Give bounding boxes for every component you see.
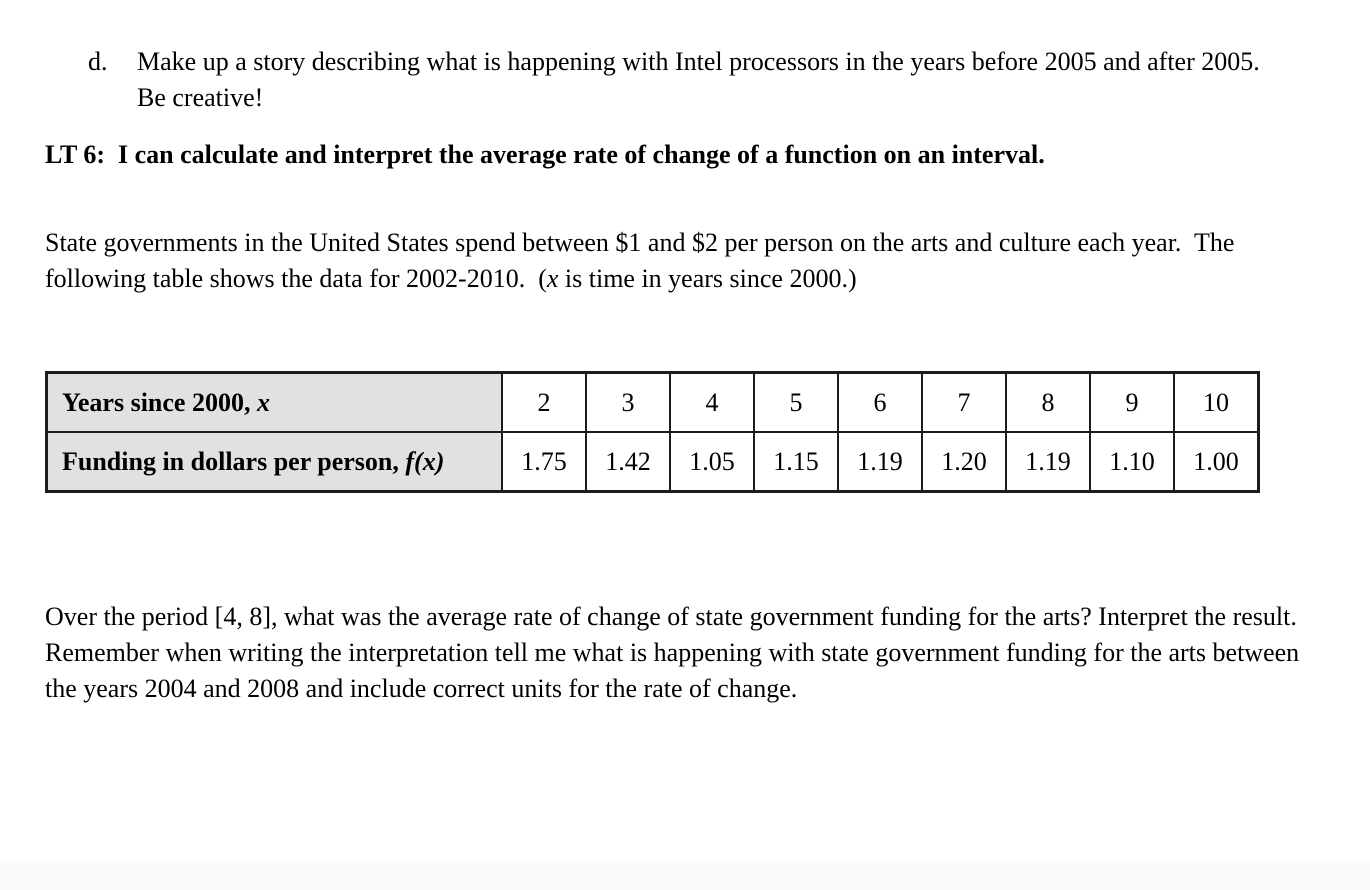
table-cell: 7 bbox=[921, 371, 1007, 433]
funding-table: Years since 2000, x 2 3 4 5 6 7 8 9 10 F… bbox=[45, 371, 1260, 493]
table-cell: 1.20 bbox=[921, 431, 1007, 493]
row-header-years-text: Years since 2000, bbox=[62, 387, 257, 417]
table-cell: 9 bbox=[1089, 371, 1175, 433]
table-cell: 1.42 bbox=[585, 431, 671, 493]
table-cell: 1.19 bbox=[837, 431, 923, 493]
table-row-years: Years since 2000, x 2 3 4 5 6 7 8 9 10 bbox=[45, 371, 1260, 433]
question-paragraph: Over the period [4, 8], what was the ave… bbox=[45, 602, 1306, 703]
table-cell: 10 bbox=[1173, 371, 1260, 433]
table-cell: 4 bbox=[669, 371, 755, 433]
row-header-funding-text: Funding in dollars per person, bbox=[62, 446, 406, 476]
learning-target-heading: LT 6: I can calculate and interpret the … bbox=[45, 140, 1045, 169]
list-item-text: Make up a story describing what is happe… bbox=[137, 47, 1267, 112]
table-cell: 1.75 bbox=[501, 431, 587, 493]
list-item-marker: d. bbox=[88, 47, 108, 76]
intro-paragraph: State governments in the United States s… bbox=[45, 225, 1255, 297]
table-cell: 1.15 bbox=[753, 431, 839, 493]
bottom-strip bbox=[0, 863, 1370, 890]
intro-x-variable: x bbox=[546, 264, 559, 293]
table-cell: 2 bbox=[501, 371, 587, 433]
table-row-funding: Funding in dollars per person, f(x) 1.75… bbox=[45, 431, 1260, 493]
intro-text-before: State governments in the United States s… bbox=[45, 228, 1241, 293]
table-cell: 1.19 bbox=[1005, 431, 1091, 493]
row-header-years-variable: x bbox=[256, 387, 270, 417]
table-cell: 8 bbox=[1005, 371, 1091, 433]
table-cell: 5 bbox=[753, 371, 839, 433]
intro-text-after: is time in years since 2000.) bbox=[558, 264, 857, 293]
row-header-years: Years since 2000, x bbox=[45, 371, 503, 433]
row-header-funding: Funding in dollars per person, f(x) bbox=[45, 431, 503, 493]
table-cell: 1.00 bbox=[1173, 431, 1260, 493]
list-item-d: d. Make up a story describing what is ha… bbox=[88, 44, 1268, 116]
funding-table-container: Years since 2000, x 2 3 4 5 6 7 8 9 10 F… bbox=[45, 371, 1260, 493]
table-cell: 1.05 bbox=[669, 431, 755, 493]
table-cell: 6 bbox=[837, 371, 923, 433]
row-header-funding-variable: f(x) bbox=[405, 446, 445, 476]
table-cell: 3 bbox=[585, 371, 671, 433]
table-cell: 1.10 bbox=[1089, 431, 1175, 493]
